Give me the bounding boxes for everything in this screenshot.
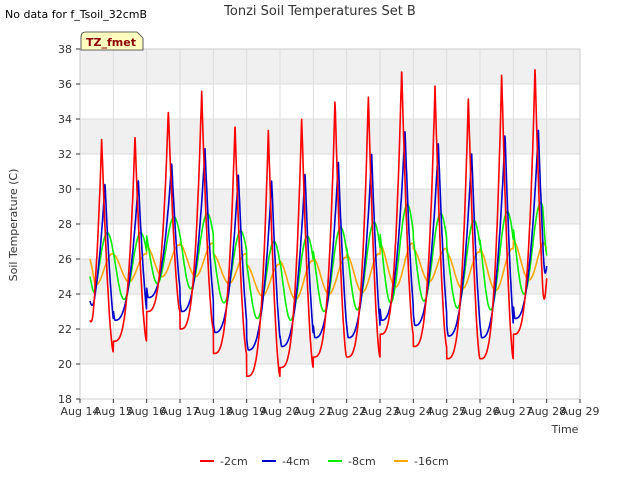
x-tick-label: Aug 27 bbox=[494, 405, 533, 418]
x-tick-label: Aug 21 bbox=[294, 405, 333, 418]
x-tick-label: Aug 15 bbox=[94, 405, 133, 418]
plot-band bbox=[80, 49, 580, 84]
y-tick-label: 30 bbox=[58, 183, 72, 196]
badge-label: TZ_fmet bbox=[86, 36, 136, 49]
chart-title: Tonzi Soil Temperatures Set B bbox=[223, 4, 416, 19]
plot-band bbox=[80, 119, 580, 154]
legend: -2cm -4cm -8cm -16cm bbox=[200, 455, 449, 468]
x-tick-label: Aug 16 bbox=[127, 405, 166, 418]
series-line-m2cm bbox=[89, 69, 548, 378]
y-axis-label: Soil Temperature (C) bbox=[7, 169, 20, 282]
no-data-note: No data for f_Tsoil_32cmB bbox=[5, 8, 147, 21]
legend-label-m4cm: -4cm bbox=[282, 455, 310, 468]
x-tick-label: Aug 29 bbox=[561, 405, 600, 418]
x-tick-label: Aug 19 bbox=[227, 405, 266, 418]
series-line-m8cm bbox=[89, 202, 548, 322]
x-tick-label: Aug 26 bbox=[461, 405, 500, 418]
y-tick-label: 38 bbox=[58, 43, 72, 56]
x-tick-label: Aug 23 bbox=[361, 405, 400, 418]
x-tick-label: Aug 18 bbox=[194, 405, 233, 418]
y-tick-label: 22 bbox=[58, 323, 72, 336]
y-tick-label: 36 bbox=[58, 78, 72, 91]
x-tick-label: Aug 17 bbox=[161, 405, 200, 418]
series-line-m16cm bbox=[89, 239, 548, 301]
y-tick-label: 26 bbox=[58, 253, 72, 266]
y-tick-label: 34 bbox=[58, 113, 72, 126]
legend-label-m2cm: -2cm bbox=[220, 455, 248, 468]
y-tick-label: 20 bbox=[58, 358, 72, 371]
plot-band bbox=[80, 329, 580, 364]
x-axis-label: Time bbox=[551, 423, 579, 436]
x-tick-label: Aug 28 bbox=[527, 405, 566, 418]
x-tick-label: Aug 25 bbox=[427, 405, 466, 418]
y-tick-label: 24 bbox=[58, 288, 72, 301]
x-tick-label: Aug 20 bbox=[261, 405, 300, 418]
legend-label-m8cm: -8cm bbox=[348, 455, 376, 468]
y-tick-label: 28 bbox=[58, 218, 72, 231]
series-layer bbox=[89, 69, 548, 378]
y-tick-label: 32 bbox=[58, 148, 72, 161]
x-tick-label: Aug 22 bbox=[327, 405, 366, 418]
tz-fmet-badge: TZ_fmet bbox=[80, 31, 144, 51]
legend-label-m16cm: -16cm bbox=[414, 455, 449, 468]
x-tick-label: Aug 24 bbox=[394, 405, 433, 418]
y-tick-label: 18 bbox=[58, 393, 72, 406]
x-tick-label: Aug 14 bbox=[61, 405, 100, 418]
